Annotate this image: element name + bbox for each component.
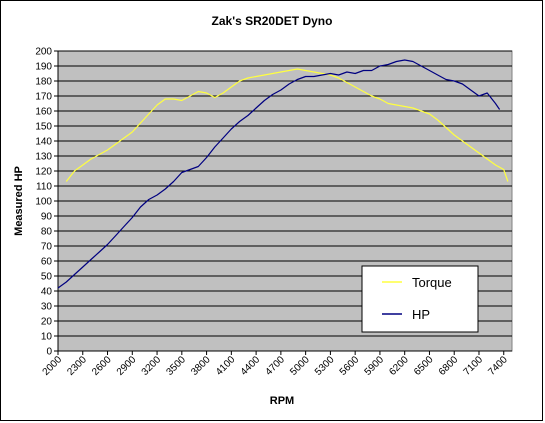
x-tick-label: 6800 — [437, 354, 461, 378]
x-tick-label: 3200 — [140, 354, 164, 378]
series-lines — [57, 59, 509, 289]
y-tick-label: 160 — [35, 107, 52, 118]
y-tick-label: 30 — [41, 302, 53, 313]
x-tick-label: 7100 — [462, 354, 486, 378]
x-tick-label: 5000 — [288, 354, 312, 378]
y-tick-label: 200 — [35, 47, 52, 58]
legend-items: Torque HP — [382, 275, 452, 322]
series-line-hp — [57, 59, 501, 289]
x-axis-label: RPM — [270, 395, 294, 407]
x-tick-label: 5600 — [338, 354, 362, 378]
y-tick-label: 10 — [41, 332, 53, 343]
y-tick-label: 170 — [35, 92, 52, 103]
y-tick-label: 90 — [41, 212, 53, 223]
y-tick-label: 110 — [36, 182, 52, 193]
y-tick-label: 80 — [41, 227, 53, 238]
x-tick-label: 2600 — [90, 354, 114, 378]
x-axis-ticks: 2000 2300 2600 2900 3200 3500 3800 4100 4400 4700… — [41, 351, 510, 378]
y-tick-label: 40 — [41, 287, 53, 298]
legend: Torque HP — [361, 265, 479, 333]
x-tick-label: 4100 — [214, 354, 238, 378]
series-line-torque — [65, 68, 509, 182]
chart-title: Zak's SR20DET Dyno — [212, 14, 333, 28]
x-tick-label: 6200 — [387, 354, 411, 378]
x-tick-label: 3800 — [189, 354, 213, 378]
y-tick-label: 190 — [35, 62, 52, 73]
x-tick-label: 2300 — [65, 354, 89, 378]
y-tick-label: 180 — [35, 77, 52, 88]
y-tick-label: 150 — [35, 122, 52, 133]
y-axis-label: Measured HP — [13, 166, 25, 236]
x-tick-label: 7400 — [486, 354, 510, 378]
y-tick-label: 130 — [35, 152, 52, 163]
y-tick-label: 120 — [35, 167, 52, 178]
x-tick-label: 3500 — [164, 354, 188, 378]
legend-label-torque: Torque — [412, 275, 452, 290]
legend-box — [361, 265, 479, 333]
x-tick-label: 5900 — [363, 354, 387, 378]
y-tick-label: 140 — [35, 137, 52, 148]
x-tick-label: 2000 — [41, 354, 65, 378]
y-tick-label: 60 — [41, 257, 53, 268]
y-axis-ticks: 0 10 20 30 40 50 60 70 80 90 100 110 120 130 140 150 160… — [35, 47, 58, 358]
y-tick-label: 70 — [41, 242, 53, 253]
x-tick-label: 4700 — [263, 354, 287, 378]
x-tick-label: 6500 — [412, 354, 436, 378]
y-tick-label: 0 — [46, 347, 52, 358]
y-tick-label: 50 — [41, 272, 53, 283]
x-tick-label: 2900 — [115, 354, 139, 378]
x-tick-label: 5300 — [313, 354, 337, 378]
x-tick-label: 4400 — [239, 354, 263, 378]
legend-label-hp: HP — [412, 307, 430, 322]
y-tick-label: 20 — [41, 317, 53, 328]
y-tick-label: 100 — [35, 197, 52, 208]
